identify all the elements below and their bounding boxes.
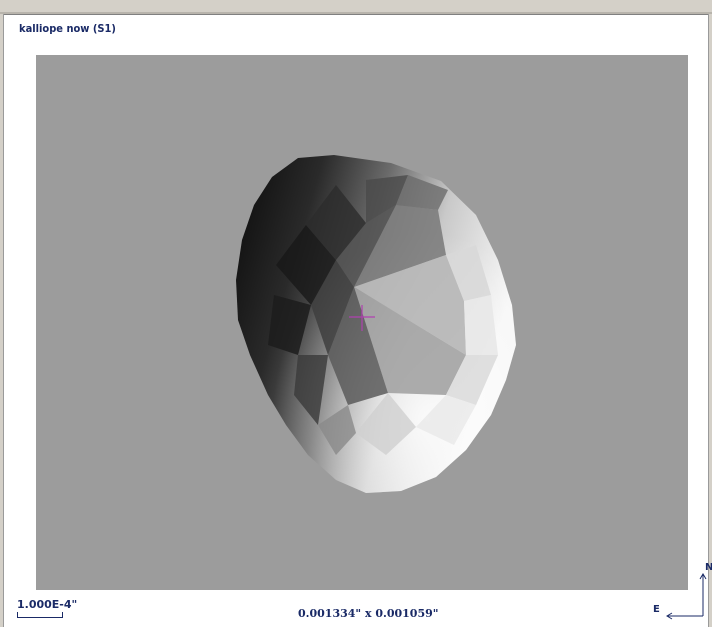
window-top-border (0, 0, 712, 15)
compass-east-label: E (653, 604, 660, 615)
scale-bar (17, 612, 63, 618)
crater-facet (356, 393, 416, 455)
crater-facet (318, 405, 356, 455)
crater-facet (328, 287, 388, 405)
compass: N E (650, 560, 712, 620)
scale-bar-label: 1.000E-4" (17, 598, 78, 611)
crater-facet (396, 175, 448, 210)
crater-facet (336, 205, 396, 287)
crater-facet (446, 245, 491, 301)
compass-north-label: N (705, 562, 712, 573)
crater-facet (354, 205, 446, 287)
right-window-border (708, 14, 712, 627)
crosshair-marker (349, 305, 375, 331)
crater-facet (306, 185, 366, 260)
crater-facet (446, 355, 498, 405)
crater-facet (268, 295, 311, 355)
crater-facet (354, 255, 466, 355)
field-dimensions: 0.001334" x 0.001059" (298, 607, 439, 620)
crater-facet (464, 295, 498, 355)
left-window-border (0, 14, 4, 627)
crater-facet (276, 225, 336, 305)
asteroid-viewport[interactable] (36, 55, 688, 590)
crater-facet (416, 395, 476, 445)
compass-arrows-icon (666, 573, 707, 620)
crater-facet (311, 260, 354, 355)
view-title: kalliope now (S1) (19, 22, 116, 35)
asteroid-render (236, 155, 516, 493)
crater-facet (366, 175, 408, 223)
crater-facet (354, 287, 466, 395)
crater-facet (294, 355, 328, 425)
